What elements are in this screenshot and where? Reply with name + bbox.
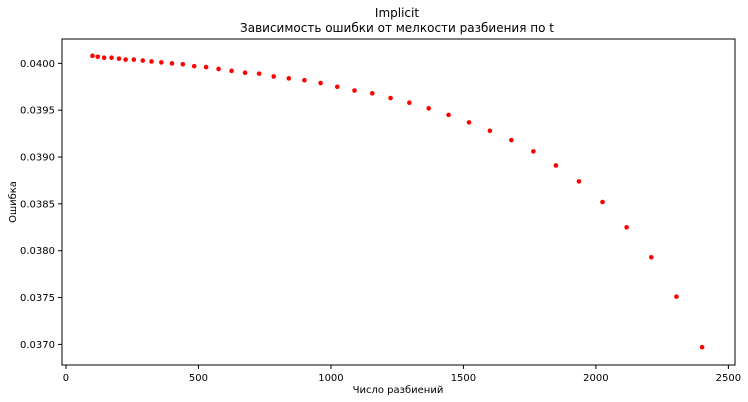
- x-tick-label: 0: [63, 373, 69, 384]
- data-point: [169, 61, 175, 66]
- data-point: [388, 95, 393, 101]
- y-tick-label: 0.0390: [20, 153, 55, 164]
- data-point: [446, 112, 451, 118]
- chart-title: Implicit: [375, 6, 419, 20]
- y-axis-label: Ошибка: [8, 181, 19, 223]
- data-point: [487, 128, 493, 134]
- y-tick-label: 0.0385: [20, 199, 55, 210]
- data-point: [576, 179, 582, 184]
- data-point: [466, 120, 472, 125]
- data-point: [131, 57, 137, 62]
- data-point: [180, 61, 186, 67]
- data-point: [90, 53, 95, 59]
- data-point: [109, 55, 114, 61]
- data-point: [216, 66, 221, 72]
- data-point: [302, 77, 307, 83]
- data-point: [369, 91, 375, 96]
- data-point: [229, 68, 234, 74]
- data-point: [531, 149, 536, 154]
- data-point: [352, 88, 357, 93]
- data-point: [509, 137, 514, 143]
- x-axis: 0 500 1000 1500 2000 2500: [63, 365, 741, 384]
- data-point: [116, 56, 122, 61]
- data-point: [624, 224, 629, 230]
- plot-frame: [61, 38, 736, 366]
- data-point: [648, 254, 654, 260]
- data-point: [203, 64, 209, 70]
- data-point: [101, 55, 107, 61]
- data-points: [90, 53, 705, 350]
- x-tick-label: 1000: [318, 373, 343, 384]
- data-point: [600, 199, 605, 205]
- data-point: [140, 58, 146, 63]
- data-point: [95, 54, 101, 60]
- data-point: [159, 60, 164, 65]
- data-point: [334, 84, 340, 90]
- data-point: [123, 57, 128, 62]
- x-tick-label: 1500: [451, 373, 476, 384]
- y-tick-label: 0.0370: [20, 340, 55, 351]
- data-point: [256, 71, 262, 76]
- data-point: [149, 59, 154, 64]
- data-point: [242, 70, 248, 76]
- y-tick-label: 0.0400: [20, 59, 55, 70]
- x-tick-label: 2500: [716, 373, 741, 384]
- data-point: [407, 100, 412, 106]
- data-point: [553, 163, 559, 168]
- x-tick-label: 500: [189, 373, 208, 384]
- x-tick-label: 2000: [583, 373, 608, 384]
- data-point: [699, 344, 705, 350]
- x-axis-label: Число разбиений: [353, 385, 444, 396]
- y-tick-label: 0.0380: [20, 246, 55, 257]
- data-point: [191, 63, 197, 69]
- data-point: [318, 80, 323, 86]
- y-tick-label: 0.0375: [20, 293, 55, 304]
- y-tick-label: 0.0395: [20, 106, 55, 117]
- y-axis: 0.0370 0.0375 0.0380 0.0385 0.0390 0.0395 0.04…: [20, 59, 62, 351]
- data-point: [286, 76, 292, 81]
- data-point: [674, 294, 679, 299]
- data-point: [271, 74, 277, 79]
- plot-area: [61, 38, 736, 366]
- data-point: [426, 106, 432, 111]
- chart-subtitle: Зависимость ошибки от мелкости разбиения…: [240, 21, 554, 35]
